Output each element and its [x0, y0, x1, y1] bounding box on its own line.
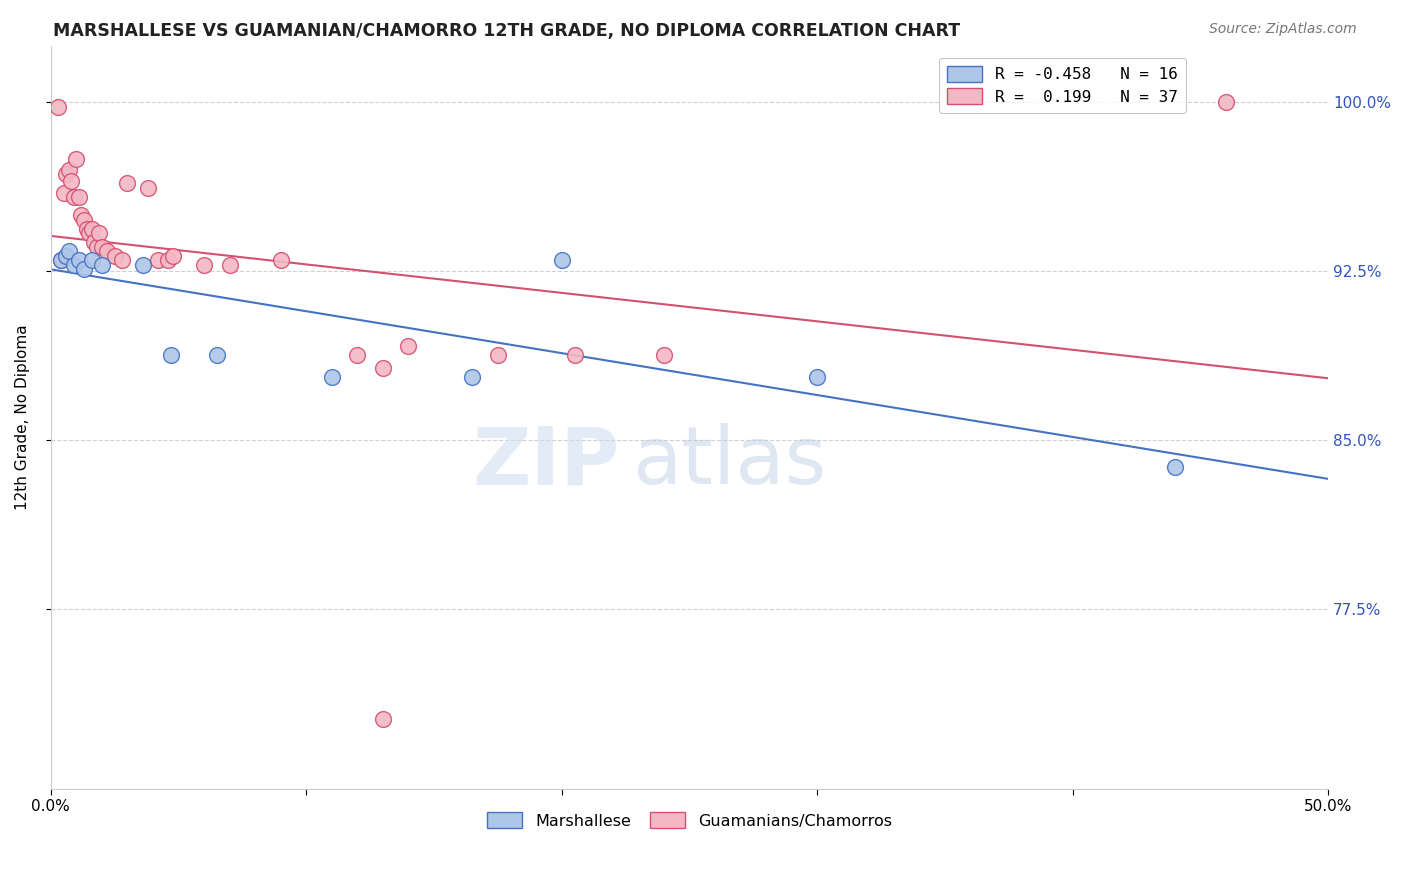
Point: [70, 208, 93, 222]
Point: [86, 239, 108, 253]
Point: [77, 226, 100, 240]
Point: [90, 258, 112, 272]
Point: [652, 347, 675, 361]
Point: [157, 252, 180, 267]
Point: [321, 370, 343, 384]
Point: [551, 252, 574, 267]
Point: [193, 258, 215, 272]
Point: [65, 152, 87, 166]
Point: [73, 212, 96, 227]
Y-axis label: 12th Grade, No Diploma: 12th Grade, No Diploma: [15, 325, 30, 510]
Point: [58, 244, 80, 258]
Point: [96, 244, 118, 258]
Point: [76, 221, 98, 235]
Text: atlas: atlas: [633, 423, 827, 501]
Point: [89, 226, 111, 240]
Point: [80, 252, 103, 267]
Point: [346, 347, 368, 361]
Point: [270, 252, 292, 267]
Point: [49, 252, 72, 267]
Point: [205, 347, 228, 361]
Point: [564, 347, 586, 361]
Point: [806, 370, 828, 384]
Point: [218, 258, 240, 272]
Text: Source: ZipAtlas.com: Source: ZipAtlas.com: [1209, 22, 1357, 37]
Text: ZIP: ZIP: [472, 423, 619, 501]
Point: [63, 258, 86, 272]
Point: [55, 168, 77, 182]
Point: [146, 252, 169, 267]
Point: [67, 190, 90, 204]
Point: [52, 186, 75, 200]
Point: [162, 248, 184, 262]
Point: [104, 248, 127, 262]
Point: [371, 712, 394, 726]
Point: [117, 177, 139, 191]
Point: [461, 370, 484, 384]
Point: [60, 174, 83, 188]
Point: [58, 163, 80, 178]
Point: [132, 258, 155, 272]
Point: [55, 248, 77, 262]
Point: [111, 252, 134, 267]
Text: MARSHALLESE VS GUAMANIAN/CHAMORRO 12TH GRADE, NO DIPLOMA CORRELATION CHART: MARSHALLESE VS GUAMANIAN/CHAMORRO 12TH G…: [53, 22, 960, 40]
Point: [67, 252, 90, 267]
Point: [371, 361, 394, 376]
Point: [160, 347, 183, 361]
Point: [80, 221, 103, 235]
Legend: Marshallese, Guamanians/Chamorros: Marshallese, Guamanians/Chamorros: [479, 804, 900, 837]
Point: [136, 181, 159, 195]
Point: [83, 235, 105, 249]
Point: [49, 252, 72, 267]
Point: [63, 190, 86, 204]
Point: [48, 100, 70, 114]
Point: [398, 338, 420, 352]
Point: [90, 239, 112, 253]
Point: [1164, 460, 1187, 475]
Point: [1215, 95, 1237, 110]
Point: [486, 347, 509, 361]
Point: [73, 262, 96, 277]
